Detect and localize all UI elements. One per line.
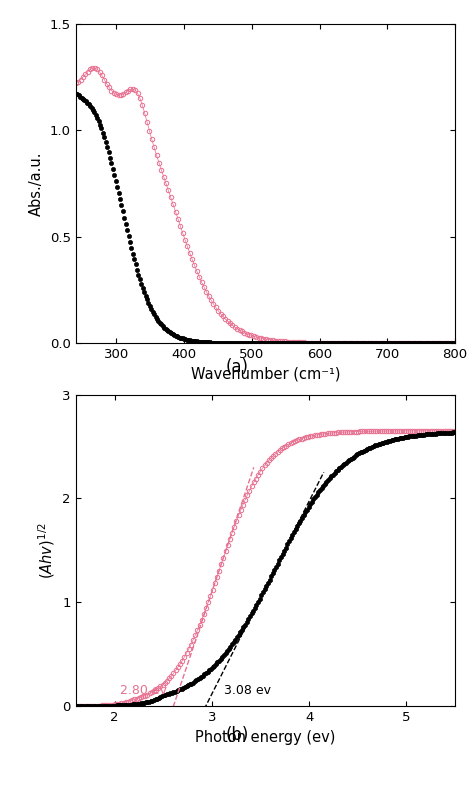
Text: (b): (b) [225,726,249,744]
Y-axis label: $(Ahv)^{1/2}$: $(Ahv)^{1/2}$ [36,522,57,578]
Text: (a): (a) [226,358,248,376]
Text: 3.08 ev: 3.08 ev [224,684,271,697]
Y-axis label: Abs./a.u.: Abs./a.u. [29,151,44,215]
X-axis label: Wavenumber (cm⁻¹): Wavenumber (cm⁻¹) [191,367,340,382]
Text: 2.80 ev: 2.80 ev [119,684,166,697]
X-axis label: Photon energy (ev): Photon energy (ev) [195,730,336,745]
